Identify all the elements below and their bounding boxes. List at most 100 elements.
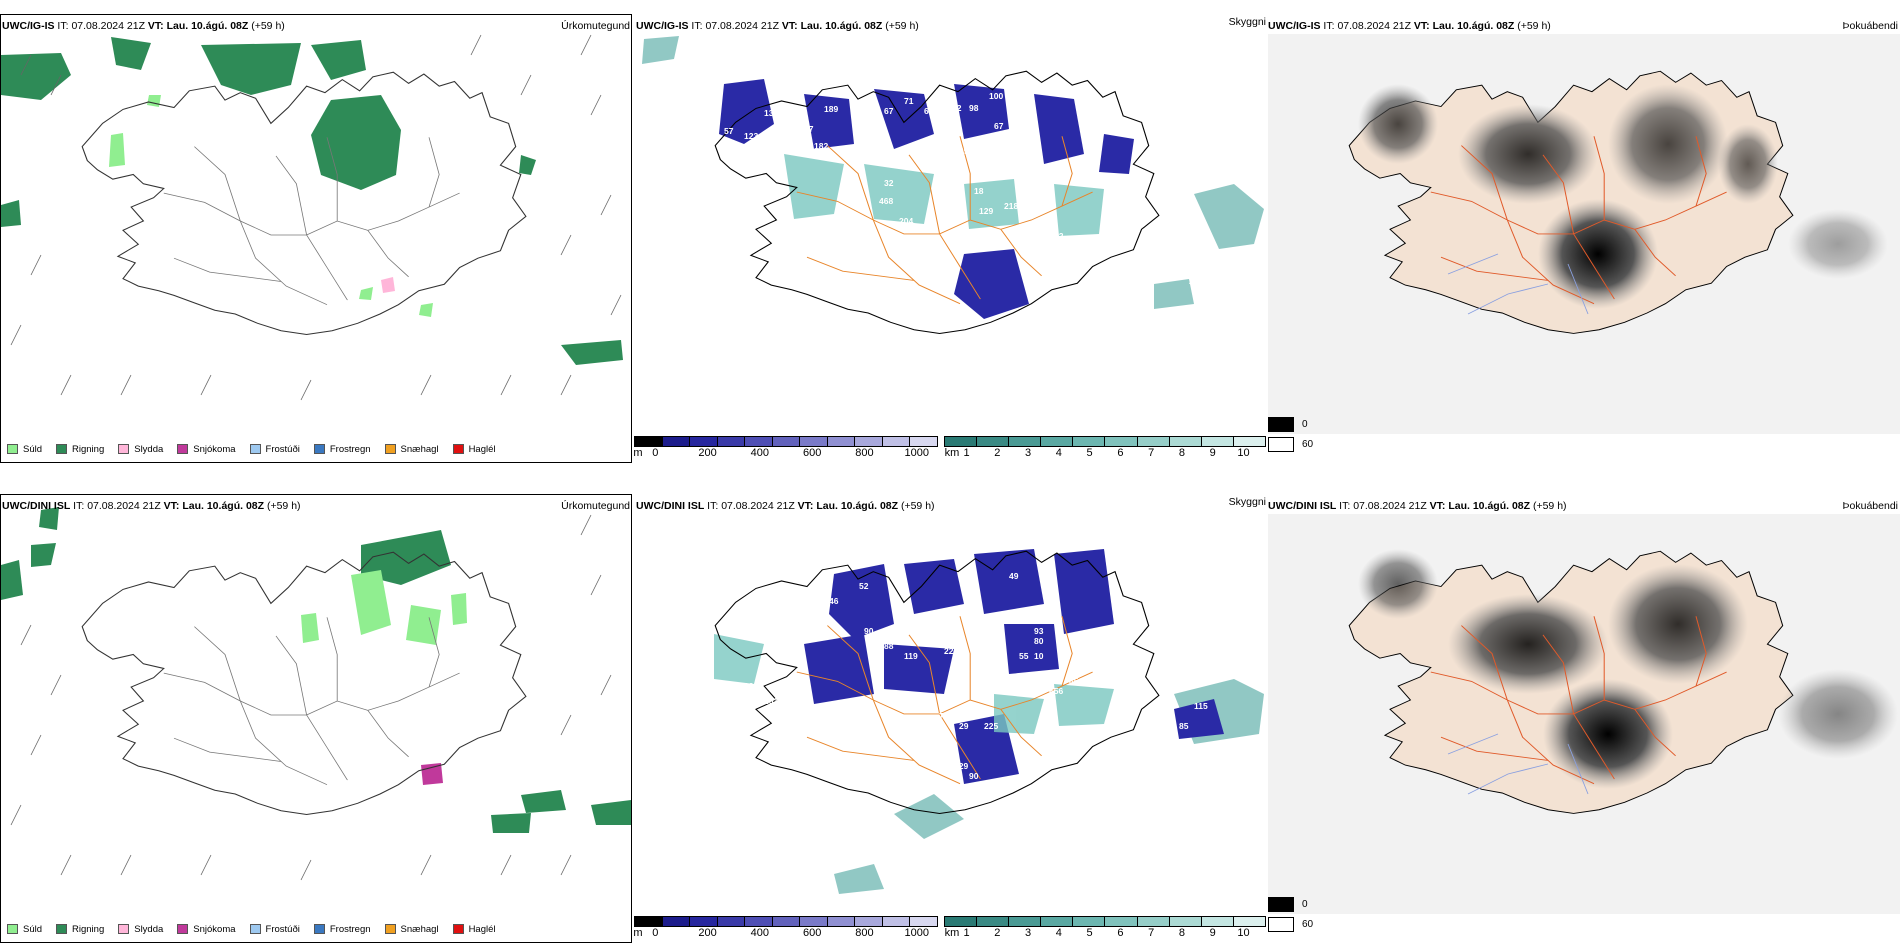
precip-legend-item: Súld <box>7 444 42 455</box>
precip-panel-top: Súld Rigning Slydda Snjókoma Frostúði Frostre… <box>0 14 632 463</box>
legend-label: Slydda <box>134 443 164 455</box>
colorbar-segment <box>1105 917 1138 926</box>
ceiling-value-label: 65 <box>929 276 939 286</box>
legend-label: Snæhagl <box>400 923 439 935</box>
colorbar-segment <box>1201 917 1234 926</box>
ceiling-value-label: 76 <box>939 711 949 721</box>
colorbar-segment <box>1105 437 1138 446</box>
precip-legend-item: Slydda <box>118 444 163 455</box>
colorbar-tick: 2 <box>994 927 1001 939</box>
ceiling-value-label: 10 <box>1034 651 1044 661</box>
legend-swatch <box>249 444 261 454</box>
legend-label: Snæhagl <box>400 443 439 455</box>
header-row2-fog: UWC/DINI ISL IT: 07.08.2024 21Z VT: Lau.… <box>1268 500 1567 512</box>
colorbar-tick: 1 <box>963 927 970 939</box>
visibility-colorbar-top: km 1 2 3 4 5 6 7 8 9 10 <box>944 436 1266 459</box>
colorbar-segment <box>772 917 801 926</box>
colorbar-segment <box>717 437 746 446</box>
colorbar-tick: 4 <box>1055 447 1062 459</box>
ceiling-value-label: 49 <box>1009 571 1019 581</box>
ceiling-value-label: 72 <box>1054 231 1064 241</box>
ceiling-value-label: 46 <box>829 596 839 606</box>
ceiling-value-label: 31 <box>944 186 954 196</box>
ceiling-value-label: 468 <box>879 196 893 206</box>
legend-swatch <box>452 444 464 454</box>
ceiling-value-label: 80 <box>1034 636 1044 646</box>
ceiling-value-label: 52 <box>859 581 869 591</box>
colorbar-tick: 0 <box>652 447 659 459</box>
precip-panel-bottom: Súld Rigning Slydda Snjókoma Frostúði Frostre… <box>0 494 632 943</box>
colorbar-segment <box>1201 437 1234 446</box>
ceiling-value-label: 54 <box>724 681 734 691</box>
ceiling-value-label: 204 <box>899 216 913 226</box>
precip-legend-item: Frostregn <box>313 924 371 935</box>
colorbar-segment <box>745 917 773 926</box>
colorbar-segment <box>1009 917 1042 926</box>
legend-label: Súld <box>23 443 43 455</box>
legend-label: Rigning <box>72 443 105 455</box>
ceiling-value-label: 123 <box>1014 161 1028 171</box>
colorbar-segment <box>1137 917 1170 926</box>
colorbar-tick: 7 <box>1148 447 1155 459</box>
fog-legend-value: 60 <box>1302 918 1314 930</box>
fog-legend-value: 0 <box>1302 418 1308 430</box>
legend-swatch <box>56 924 68 934</box>
fog-title-top: Þokuábendi <box>1842 20 1898 32</box>
legend-label: Frostregn <box>329 443 371 455</box>
legend-swatch <box>7 924 18 934</box>
ceiling-value-label: 67 <box>994 121 1004 131</box>
ceiling-value-label: 90 <box>969 771 979 781</box>
precip-legend-item: Rigning <box>56 444 104 455</box>
fog-map-bottom <box>1268 514 1900 914</box>
colorbar-tick: 10 <box>1237 927 1250 939</box>
fog-legend-bottom: 0 60 <box>1268 894 1313 934</box>
colorbar-tick: 9 <box>1209 927 1216 939</box>
ceiling-value-label: 62 <box>1034 226 1044 236</box>
colorbar-segment <box>945 917 978 926</box>
legend-label: Súld <box>23 923 43 935</box>
ceiling-value-label: 65 <box>919 246 929 256</box>
legend-swatch <box>118 924 130 934</box>
colorbar-segment <box>772 437 801 446</box>
fog-legend-value: 60 <box>1302 438 1314 450</box>
ceiling-value-label: 63 <box>859 109 869 119</box>
precip-legend-item: Frostregn <box>313 443 371 455</box>
ceiling-colorbar-bottom: m 0 200 400 600 800 1000 <box>633 916 938 939</box>
ceiling-value-label: 73 <box>799 691 809 701</box>
colorbar-segment <box>977 437 1010 446</box>
colorbar-segment <box>635 437 663 446</box>
ceiling-value-label: 52 <box>819 586 829 596</box>
colorbar-tick: 1000 <box>904 927 929 939</box>
ceiling-value-label: 189 <box>824 104 838 114</box>
ceiling-value-label: 44 <box>819 571 829 581</box>
precip-legend-item: Súld <box>7 924 42 935</box>
ceiling-colorbar-top: m 0 200 400 600 800 1000 <box>633 436 938 459</box>
legend-swatch <box>249 924 261 934</box>
legend-label: Snjókoma <box>193 443 236 455</box>
ceiling-value-label: 70 <box>784 88 794 98</box>
colorbar-tick: 5 <box>1086 447 1093 459</box>
ceiling-value-label: 57 <box>724 126 734 136</box>
legend-label: Frostúði <box>265 443 300 455</box>
colorbar-tick: 8 <box>1178 447 1185 459</box>
ceiling-value-label: 18 <box>974 186 984 196</box>
visibility-title-bottom: Skyggni <box>1228 496 1266 508</box>
legend-label: Slydda <box>134 923 164 935</box>
ceiling-value-label: 55 <box>1019 651 1029 661</box>
precip-legend-top: Súld Rigning Slydda Snjókoma Frostúði Frostre… <box>1 436 631 462</box>
visibility-panel-bottom: 110 57 44 52 46 52 90 94 88 119 221 54 193 161 73 76 29 2… <box>634 494 1266 943</box>
colorbar-segment <box>1169 917 1202 926</box>
legend-swatch <box>118 444 130 454</box>
colorbar-segment <box>855 917 883 926</box>
colorbar-tick: 0 <box>652 927 659 939</box>
ceiling-value-label: 193 <box>744 681 758 691</box>
ceiling-value-label: 110 <box>744 566 758 576</box>
colorbar-segment <box>1041 437 1074 446</box>
colorbar-segment <box>1233 437 1265 446</box>
precip-legend-item: Snjókoma <box>177 924 236 935</box>
precip-map-bottom <box>1 507 631 881</box>
legend-swatch <box>384 444 396 454</box>
ceiling-value-label: 92 <box>952 103 962 113</box>
ceiling-value-label: 116 <box>929 271 943 281</box>
legend-label: Rigning <box>72 923 105 935</box>
